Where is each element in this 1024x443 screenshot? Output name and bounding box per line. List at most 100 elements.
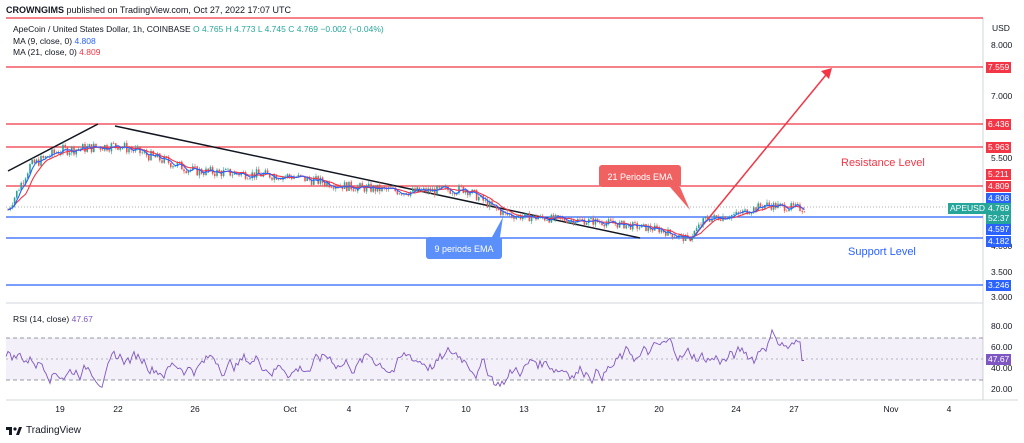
- trendline-down[interactable]: [114, 125, 641, 239]
- candle-body[interactable]: [284, 176, 286, 177]
- candle-body[interactable]: [502, 211, 504, 215]
- candle-body[interactable]: [117, 146, 119, 150]
- candle-body[interactable]: [475, 190, 478, 201]
- candle-body[interactable]: [682, 234, 685, 242]
- support-level-label[interactable]: Support Level: [848, 246, 916, 258]
- candle-body[interactable]: [198, 168, 201, 176]
- candle-body[interactable]: [469, 193, 471, 196]
- candle-body[interactable]: [706, 217, 709, 221]
- candle-body[interactable]: [306, 176, 308, 181]
- candle-body[interactable]: [95, 143, 97, 148]
- candle-body[interactable]: [535, 215, 537, 220]
- candle-body[interactable]: [352, 189, 355, 191]
- candle-body[interactable]: [273, 175, 275, 180]
- candle-body[interactable]: [757, 203, 759, 211]
- candle-body[interactable]: [88, 144, 91, 147]
- candle-body[interactable]: [792, 203, 795, 206]
- candle-body[interactable]: [451, 193, 454, 194]
- candle-body[interactable]: [143, 151, 146, 153]
- candle-body[interactable]: [497, 208, 500, 211]
- candle-body[interactable]: [647, 225, 649, 231]
- candle-body[interactable]: [13, 197, 16, 206]
- candle-body[interactable]: [517, 215, 520, 217]
- candle-body[interactable]: [709, 220, 711, 222]
- candle-body[interactable]: [33, 159, 36, 164]
- candle-body[interactable]: [700, 224, 702, 226]
- candle-body[interactable]: [467, 190, 469, 196]
- candle-body[interactable]: [676, 236, 678, 238]
- candle-body[interactable]: [794, 204, 797, 206]
- candle-body[interactable]: [621, 220, 623, 223]
- candle-body[interactable]: [22, 182, 25, 184]
- candle-body[interactable]: [163, 156, 165, 163]
- candle-body[interactable]: [119, 148, 121, 150]
- candle-body[interactable]: [511, 214, 513, 217]
- candle-body[interactable]: [414, 188, 416, 192]
- candle-body[interactable]: [203, 173, 205, 175]
- candle-body[interactable]: [231, 174, 234, 176]
- candle-body[interactable]: [548, 220, 550, 223]
- candle-body[interactable]: [317, 176, 319, 184]
- candle-body[interactable]: [161, 160, 163, 163]
- candle-body[interactable]: [737, 211, 740, 213]
- candle-body[interactable]: [610, 219, 612, 221]
- candle-body[interactable]: [522, 216, 524, 220]
- candle-body[interactable]: [614, 223, 616, 225]
- candle-body[interactable]: [363, 186, 366, 192]
- candle-body[interactable]: [665, 232, 667, 236]
- candle-body[interactable]: [176, 162, 179, 167]
- candle-body[interactable]: [53, 149, 55, 154]
- ema9-callout[interactable]: 9 periods EMA: [426, 217, 503, 259]
- candle-body[interactable]: [788, 209, 790, 211]
- candle-body[interactable]: [563, 217, 566, 221]
- candle-body[interactable]: [495, 205, 498, 209]
- candle-body[interactable]: [770, 205, 773, 210]
- candle-body[interactable]: [31, 159, 33, 165]
- candle-body[interactable]: [660, 229, 663, 233]
- candle-body[interactable]: [244, 172, 247, 179]
- candle-body[interactable]: [172, 166, 174, 168]
- candle-body[interactable]: [148, 155, 150, 161]
- candle-body[interactable]: [671, 233, 674, 238]
- candle-body[interactable]: [524, 213, 526, 217]
- candle-body[interactable]: [247, 178, 249, 180]
- candle-body[interactable]: [310, 179, 313, 185]
- candle-body[interactable]: [196, 166, 198, 176]
- candle-body[interactable]: [693, 230, 696, 237]
- candle-body[interactable]: [20, 182, 22, 191]
- candle-body[interactable]: [557, 215, 559, 216]
- candle-body[interactable]: [216, 169, 218, 176]
- candle-body[interactable]: [458, 185, 460, 194]
- candle-body[interactable]: [7, 209, 9, 211]
- candle-body[interactable]: [478, 197, 480, 201]
- candle-body[interactable]: [62, 144, 64, 153]
- candle-body[interactable]: [643, 224, 645, 225]
- candle-body[interactable]: [786, 210, 788, 212]
- candle-body[interactable]: [634, 222, 636, 224]
- candle-body[interactable]: [181, 161, 183, 170]
- rsi-line[interactable]: [5, 328, 804, 388]
- candle-body[interactable]: [24, 178, 27, 184]
- candle-body[interactable]: [174, 166, 176, 167]
- candle-body[interactable]: [11, 205, 14, 208]
- candle-body[interactable]: [755, 207, 757, 211]
- candle-body[interactable]: [57, 152, 60, 154]
- candle-body[interactable]: [537, 217, 539, 220]
- candle-body[interactable]: [783, 204, 786, 211]
- resistance-level-label[interactable]: Resistance Level: [841, 157, 925, 169]
- candle-body[interactable]: [473, 189, 476, 191]
- candle-body[interactable]: [141, 152, 143, 154]
- candle-body[interactable]: [724, 216, 726, 220]
- ma21-legend[interactable]: MA (21, close, 0) 4.809: [13, 47, 100, 57]
- candle-body[interactable]: [673, 236, 676, 238]
- candle-body[interactable]: [365, 185, 368, 192]
- candle-body[interactable]: [515, 216, 517, 219]
- candle-body[interactable]: [339, 186, 341, 188]
- candle-body[interactable]: [150, 150, 152, 161]
- candle-body[interactable]: [101, 149, 104, 151]
- candle-body[interactable]: [225, 168, 227, 170]
- candle-body[interactable]: [130, 148, 132, 150]
- candle-body[interactable]: [420, 189, 423, 192]
- candle-body[interactable]: [526, 213, 528, 214]
- candle-body[interactable]: [266, 170, 269, 174]
